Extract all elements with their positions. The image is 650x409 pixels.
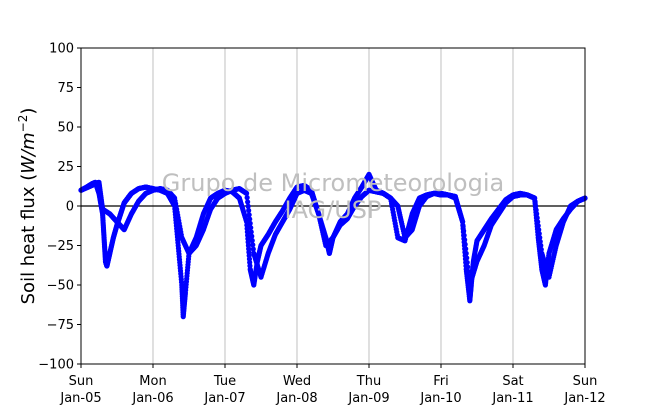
y-tick-label: 0 (66, 200, 74, 215)
watermark-line-2: IAG/USP (284, 196, 381, 224)
y-tick-label: −50 (47, 279, 74, 294)
y-axis-ticks: 100 75 50 25 0 −25 −50 −75 −100 (38, 42, 81, 373)
y-tick-label: 75 (57, 81, 74, 96)
x-tick-label-date: Jan-11 (491, 391, 533, 406)
y-tick-label: 50 (57, 121, 74, 136)
x-tick-label-day: Sat (502, 374, 523, 389)
y-tick-label: −100 (38, 358, 74, 373)
x-tick-label-date: Jan-09 (347, 391, 389, 406)
y-axis-label-text: Soil heat flux ( (18, 174, 39, 305)
data-point (244, 190, 250, 196)
x-tick-label-day: Wed (283, 374, 311, 389)
data-point (460, 223, 466, 229)
data-point (538, 242, 544, 249)
data-point (537, 238, 543, 245)
y-tick-label: −25 (47, 239, 74, 254)
data-point (536, 231, 542, 237)
data-point (534, 215, 540, 221)
data-point (250, 242, 256, 248)
data-point (464, 255, 470, 261)
data-point (245, 203, 251, 209)
data-point (532, 195, 538, 201)
data-point (534, 211, 540, 217)
x-tick-label-date: Jan-07 (203, 391, 245, 406)
data-point (535, 223, 541, 229)
data-point (538, 246, 544, 253)
data-point (247, 216, 253, 222)
data-point (535, 219, 541, 225)
data-points (78, 171, 588, 320)
data-point (246, 207, 252, 214)
x-tick-label-date: Jan-08 (275, 391, 317, 406)
watermark-line-1: Grupo de Micrometeorologia (162, 169, 504, 197)
data-point (465, 264, 471, 270)
y-axis-label-exponent: −2 (16, 115, 30, 133)
x-tick-label-date: Jan-12 (563, 391, 605, 406)
x-tick-label-day: Tue (213, 374, 236, 389)
y-axis-label-close: ) (18, 108, 39, 115)
data-point (461, 232, 467, 238)
y-tick-label: 100 (49, 42, 74, 57)
data-point (246, 212, 252, 218)
data-point (250, 246, 256, 252)
data-point (537, 235, 543, 241)
data-point (463, 246, 469, 252)
data-point (249, 233, 255, 239)
x-tick-label-day: Thu (356, 374, 381, 389)
data-point (463, 250, 469, 256)
data-point (533, 207, 539, 213)
y-axis-label-unit: W/m (18, 132, 39, 173)
x-tick-label-day: Fri (433, 374, 449, 389)
data-point (536, 227, 542, 233)
x-axis-ticks: Sun Jan-05 Mon Jan-06 Tue Jan-07 Wed Jan-08 Thu J… (59, 364, 606, 406)
data-point (465, 268, 471, 275)
x-tick-label-day: Sun (573, 374, 598, 389)
x-tick-label-date: Jan-06 (131, 391, 173, 406)
data-point (464, 259, 470, 266)
y-tick-label: −75 (47, 318, 74, 333)
x-tick-label-date: Jan-10 (419, 391, 461, 406)
data-point (460, 219, 466, 225)
data-point (248, 225, 254, 231)
data-point (533, 203, 539, 209)
data-point (462, 237, 468, 243)
x-tick-label-day: Mon (139, 374, 166, 389)
data-point (461, 228, 467, 234)
data-point (532, 199, 538, 205)
y-tick-label: 25 (57, 160, 74, 175)
data-point (249, 237, 255, 244)
x-tick-label-date: Jan-05 (59, 391, 101, 406)
x-tick-label-day: Sun (69, 374, 94, 389)
data-point (245, 199, 251, 205)
data-point (247, 220, 253, 226)
data-point (462, 241, 468, 247)
data-point (248, 229, 254, 235)
y-axis-label: Soil heat flux (W/m−2) (16, 108, 39, 305)
data-point (244, 195, 250, 201)
